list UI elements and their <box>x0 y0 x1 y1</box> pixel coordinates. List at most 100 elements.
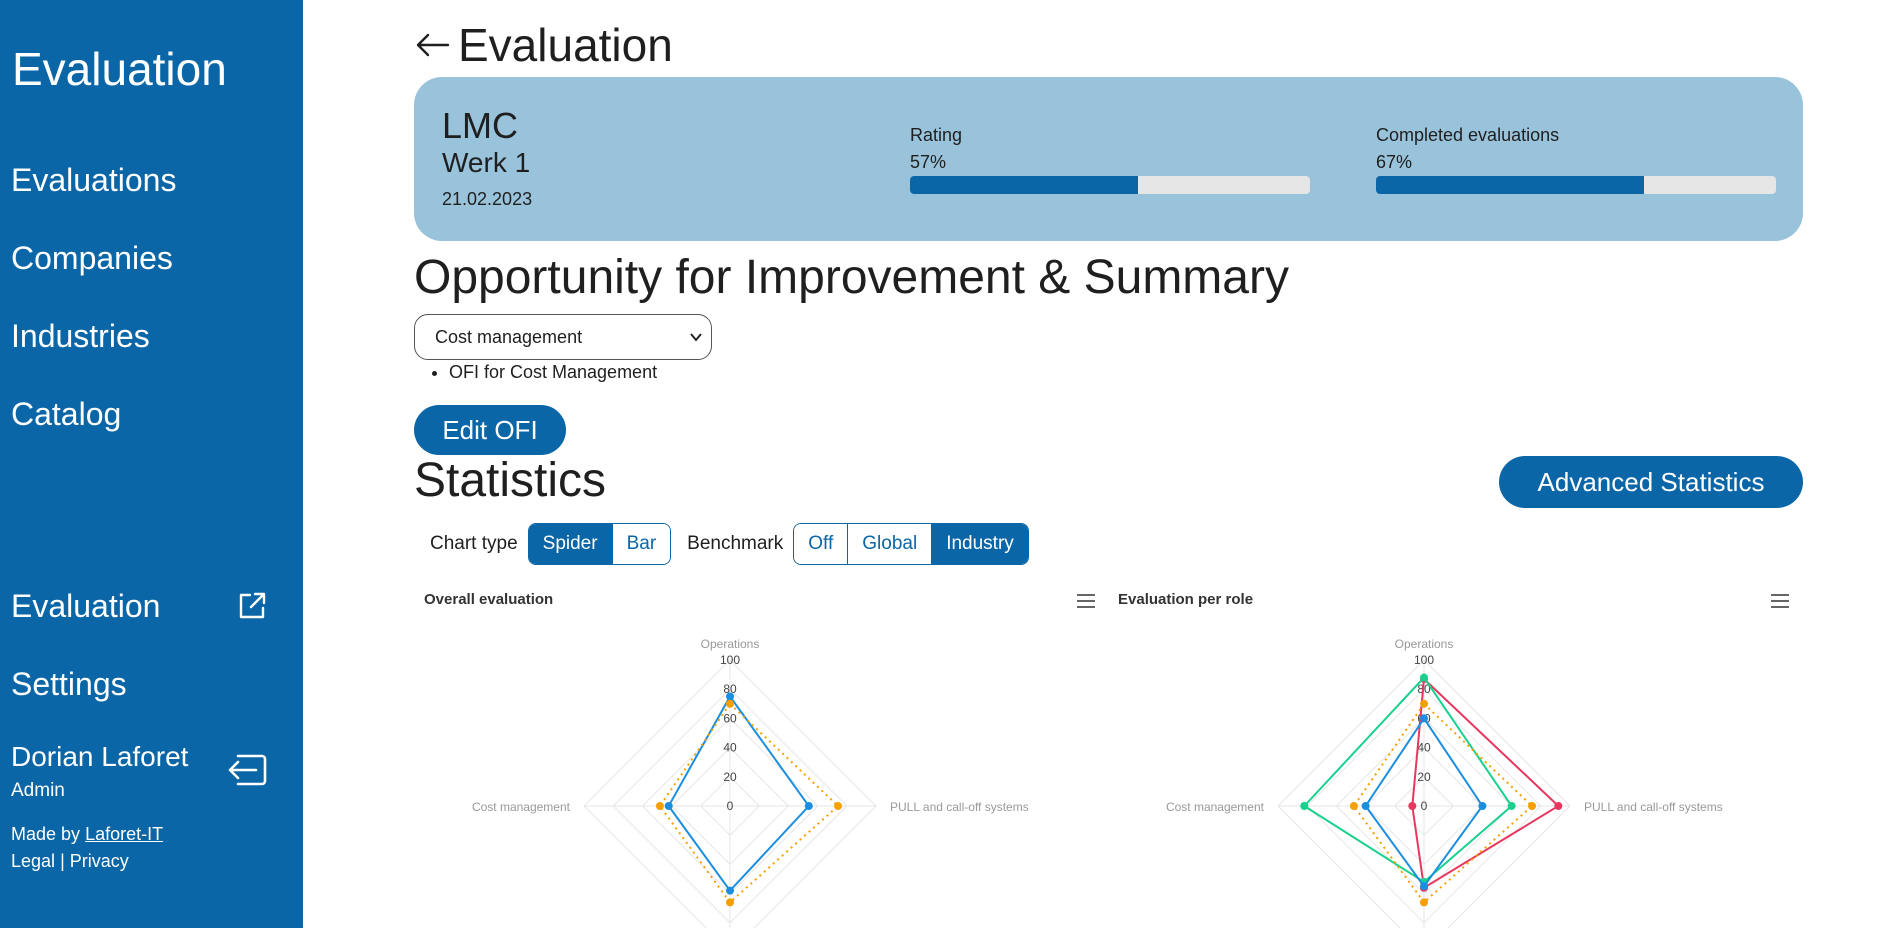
series-point <box>1507 802 1516 810</box>
series-point <box>726 886 734 895</box>
benchmark-label: Benchmark <box>687 533 784 554</box>
company-name: LMC <box>442 105 519 146</box>
chart-title: Overall evaluation <box>424 591 554 608</box>
overall-evaluation-chart: Overall evaluation 0 20 40 60 80 100 Operation… <box>414 585 1104 928</box>
user-name: Dorian Laforet <box>11 741 189 772</box>
user-role: Admin <box>11 780 65 801</box>
logout-icon[interactable] <box>226 752 268 788</box>
ofi-list: OFI for Cost Management <box>449 362 657 383</box>
series-point <box>1528 802 1537 810</box>
series-line <box>1352 702 1534 904</box>
tick-label: 0 <box>1421 799 1428 813</box>
sidebar-item-evaluations[interactable]: Evaluations <box>11 162 177 198</box>
tick-label: 80 <box>1417 682 1431 696</box>
chart-controls: Chart type Spider Bar Benchmark Off Glob… <box>430 523 1045 565</box>
back-arrow-icon[interactable] <box>414 30 450 60</box>
main-content: Evaluation LMC Werk 1 21.02.2023 Rating … <box>303 0 1885 928</box>
series-point <box>1420 898 1428 907</box>
legal-link[interactable]: Legal <box>11 851 56 871</box>
series-point <box>726 898 734 907</box>
series-point <box>1554 802 1563 810</box>
sidebar-item-catalog[interactable]: Catalog <box>11 396 122 432</box>
page-header: Evaluation <box>414 18 673 72</box>
page-title: Evaluation <box>458 19 673 71</box>
summary-card: LMC Werk 1 21.02.2023 Rating 57% Complet… <box>414 77 1803 241</box>
evaluation-per-role-chart: Evaluation per role 020406080100Operatio… <box>1108 585 1798 928</box>
rating-label: Rating <box>910 125 963 145</box>
sidebar-item-settings[interactable]: Settings <box>11 666 127 702</box>
benchmark-global[interactable]: Global <box>848 524 933 564</box>
chart-type-spider[interactable]: Spider <box>528 524 613 564</box>
tick-label: 40 <box>1417 741 1431 755</box>
rating-progress-fill <box>910 176 1138 194</box>
advanced-statistics-button[interactable]: Advanced Statistics <box>1499 456 1803 508</box>
laforet-it-link[interactable]: Laforet-IT <box>85 824 164 844</box>
series-point <box>1420 673 1428 682</box>
external-link-icon[interactable] <box>236 590 268 622</box>
tick-label: 100 <box>720 653 740 667</box>
tick-label: 100 <box>1414 653 1434 667</box>
chart-type-bar[interactable]: Bar <box>612 524 671 564</box>
series-point <box>1420 714 1428 723</box>
ofi-category-select[interactable]: Cost management <box>414 314 712 360</box>
edit-ofi-button[interactable]: Edit OFI <box>414 405 566 455</box>
axis-label: PULL and call-off systems <box>1584 800 1723 814</box>
grid-ring <box>583 659 877 928</box>
tick-label: 40 <box>723 741 737 755</box>
sidebar-item-evaluation[interactable]: Evaluation <box>11 588 161 624</box>
overall-radar-svg: 0 20 40 60 80 100 Operations PULL and call-off … <box>472 637 1029 928</box>
chart-menu-icon[interactable] <box>1076 593 1096 609</box>
series-point <box>804 802 813 810</box>
statistics-title: Statistics <box>414 454 607 507</box>
privacy-link[interactable]: Privacy <box>69 851 129 871</box>
axis-label: Operations <box>701 637 760 651</box>
series-point <box>1420 699 1428 708</box>
axis-label: Cost management <box>1166 800 1265 814</box>
ofi-section-title: Opportunity for Improvement & Summary <box>414 251 1289 304</box>
tick-label: 20 <box>1417 770 1431 784</box>
legal-links: Legal | Privacy <box>11 851 129 872</box>
evaluation-date: 21.02.2023 <box>442 189 533 209</box>
series-point <box>726 699 734 708</box>
series-point <box>1349 802 1358 810</box>
series-point <box>834 802 843 810</box>
completed-label: Completed evaluations <box>1376 125 1560 145</box>
series-line <box>1411 676 1560 890</box>
benchmark-industry[interactable]: Industry <box>932 524 1028 564</box>
ofi-list-item: OFI for Cost Management <box>449 362 657 383</box>
chart-type-toggle: Spider Bar <box>527 523 672 565</box>
series-line <box>667 694 811 893</box>
sidebar: Evaluation Evaluations Companies Industr… <box>0 0 303 928</box>
rating-value: 57% <box>910 152 947 172</box>
tick-label: 20 <box>723 770 737 784</box>
sidebar-item-industries[interactable]: Industries <box>11 318 150 354</box>
tick-label: 60 <box>723 711 737 725</box>
series-point <box>1300 802 1309 810</box>
chart-title: Evaluation per role <box>1118 591 1254 608</box>
completed-value: 67% <box>1376 152 1413 172</box>
completed-progress-fill <box>1376 176 1644 194</box>
legal-separator: | <box>60 851 65 871</box>
axis-label: Cost management <box>472 800 571 814</box>
chart-type-label: Chart type <box>430 533 518 554</box>
benchmark-off[interactable]: Off <box>794 524 849 564</box>
completed-progress-bar <box>1376 176 1776 194</box>
series-point <box>664 802 673 810</box>
series-point <box>1420 882 1428 891</box>
grid-ring <box>1277 659 1571 928</box>
made-by: Made by Laforet-IT <box>11 824 163 845</box>
series-point <box>1478 802 1487 810</box>
benchmark-toggle: Off Global Industry <box>793 523 1029 565</box>
ofi-select-value: Cost management <box>435 326 583 347</box>
axis-label: Operations <box>1395 637 1454 651</box>
series-point <box>1408 802 1417 810</box>
made-by-prefix: Made by <box>11 824 81 844</box>
tick-label: 0 <box>727 799 734 813</box>
series-point <box>655 802 664 810</box>
chevron-down-icon <box>690 333 702 342</box>
axis-label: PULL and call-off systems <box>890 800 1029 814</box>
chart-menu-icon[interactable] <box>1770 593 1790 609</box>
sidebar-item-companies[interactable]: Companies <box>11 240 173 276</box>
tick-label: 80 <box>723 682 737 696</box>
